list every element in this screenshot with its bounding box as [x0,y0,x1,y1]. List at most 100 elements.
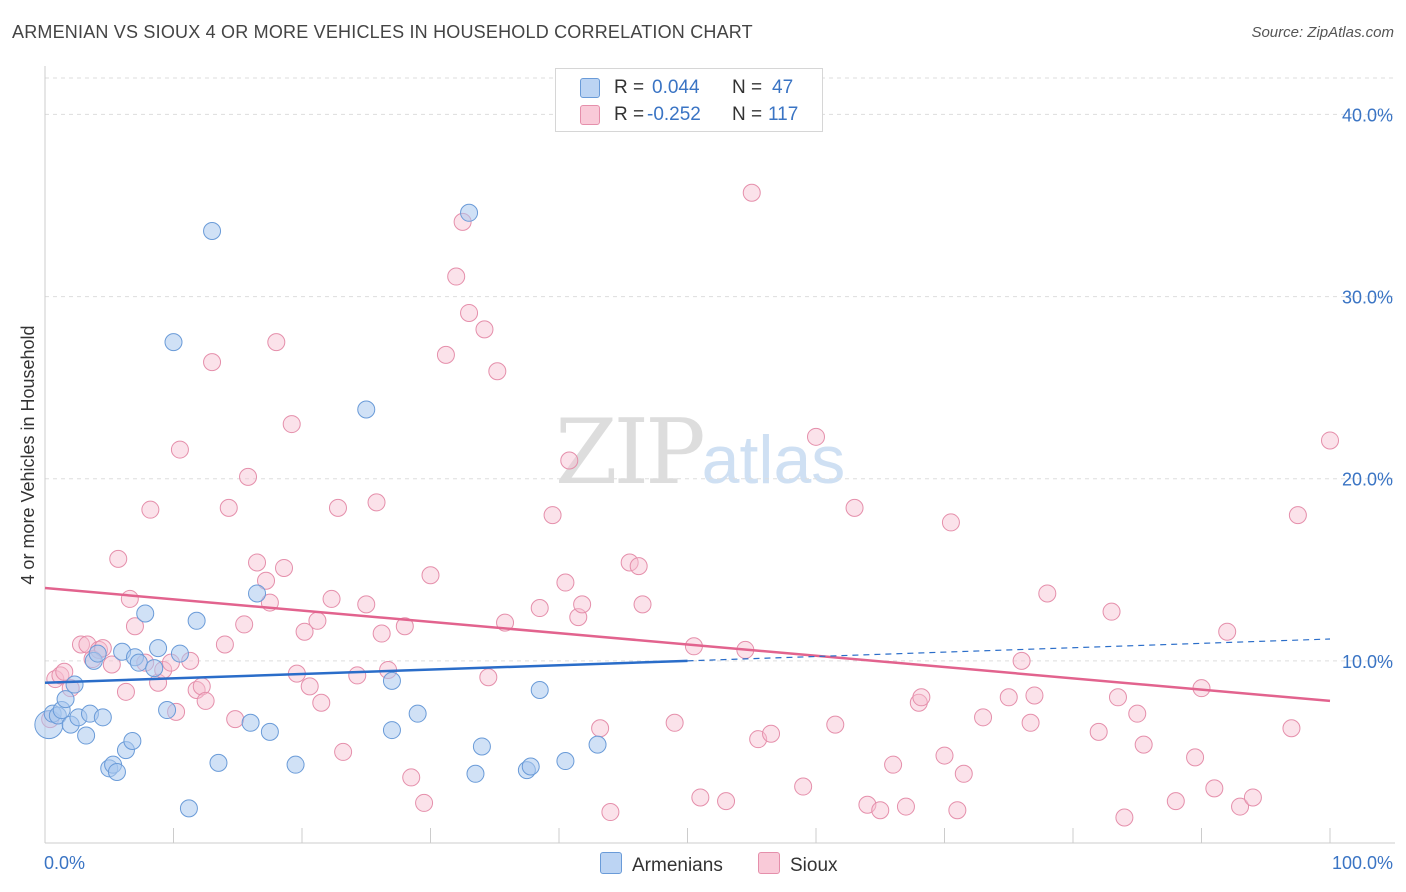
armenian-point [203,222,222,240]
sioux-point [479,668,498,687]
grid-lines [45,77,1395,662]
sioux-point [203,353,222,372]
sioux-point [742,183,761,202]
x-tick-label: 100.0% [1332,853,1393,873]
legend-row-armenians: R = 0.044 N = 47 [556,75,822,101]
sioux-point [1218,622,1237,641]
sioux-trend-line [44,586,1331,703]
sioux-point [974,708,993,727]
sioux-point [948,801,967,820]
sioux-point [807,427,825,446]
sioux-point [896,797,915,816]
armenians-series [34,203,607,818]
armenian-point [149,639,168,658]
sioux-point [267,333,286,352]
sioux-point [629,557,648,576]
sioux-point [282,415,301,434]
sioux-point [665,713,684,732]
armenian-point [260,722,279,741]
r-label: R = [614,77,645,98]
sioux-point [1115,808,1134,827]
correlation-legend: R = 0.044 N = 47 R = -0.252 N = 117 [555,68,823,132]
sioux-point [248,553,267,572]
sioux-point [1166,792,1185,811]
sioux-point [312,693,331,712]
sioux-point [633,595,652,614]
watermark: ZIPatlas [555,400,845,505]
sioux-point [935,746,954,765]
sioux-point [1282,719,1301,738]
armenian-point [77,726,96,745]
sioux-point [322,589,341,608]
watermark-zip: ZIP [555,400,706,505]
sioux-point [556,573,575,592]
sioux-point [71,635,90,654]
tick-labels: 10.0% 20.0% 30.0% 40.0% 0.0% 100.0% [44,105,1393,873]
sioux-point [295,622,314,641]
sioux-point [109,549,128,568]
armenians-swatch [580,78,600,98]
sioux-point [300,677,319,696]
n-value: 117 [768,104,799,125]
sioux-point [620,553,639,572]
armenian-point [107,762,126,781]
sioux-point [1205,779,1224,798]
sioux-point [1089,722,1108,741]
sioux-point [1288,506,1307,525]
armenian-point [170,644,189,663]
sioux-point [357,595,376,614]
armenian-point [179,799,198,818]
sioux-point [235,615,254,634]
sioux-point [447,267,466,286]
sioux-point [1134,735,1153,754]
sioux-point [125,617,144,636]
armenians-legend-swatch [600,852,622,874]
sioux-point [1186,748,1205,767]
sioux-point [348,666,367,685]
armenian-point [521,757,540,776]
sioux-point [794,777,813,796]
y-axis-label: 4 or more Vehicles in Household [18,325,38,584]
n-value: 47 [772,77,794,98]
sioux-point [460,303,479,322]
y-tick-label: 30.0% [1342,288,1393,308]
n-label: N = [732,104,763,125]
sioux-point [55,662,74,681]
sioux-point [415,793,434,812]
armenian-point [164,333,183,352]
armenian-point [65,675,84,694]
sioux-series [41,183,1339,827]
armenian-point [530,681,549,699]
armenian-point [357,400,376,419]
armenian-point [129,653,148,672]
sioux-point [999,688,1018,707]
watermark-atlas: atlas [701,422,846,498]
source-label: Source: ZipAtlas.com [1251,24,1394,41]
sioux-point [367,493,386,512]
r-value: 0.044 [652,77,700,98]
sioux-point [395,617,414,636]
legend-row-sioux: R = -0.252 N = 117 [556,102,822,128]
sioux-point [871,801,890,820]
sioux-point [826,715,845,734]
sioux-point [954,764,973,783]
sioux-point [1243,788,1262,807]
armenian-point [88,644,107,663]
legend-item-sioux: Sioux [758,852,838,877]
sioux-point [372,624,391,643]
armenian-point [588,735,607,754]
armenian-point [136,604,155,623]
sioux-point [1012,651,1031,670]
sioux-point [591,719,610,738]
armenians-legend-label: Armenians [632,855,723,876]
armenian-point [472,737,491,756]
sioux-point [941,513,960,532]
sioux-point [601,803,620,822]
armenian-point [382,671,401,690]
sioux-point [1108,688,1127,707]
armenian-point [408,704,427,723]
r-value: -0.252 [647,104,701,125]
sioux-point [436,345,455,364]
sioux-point [328,498,347,517]
sioux-swatch [580,105,600,125]
